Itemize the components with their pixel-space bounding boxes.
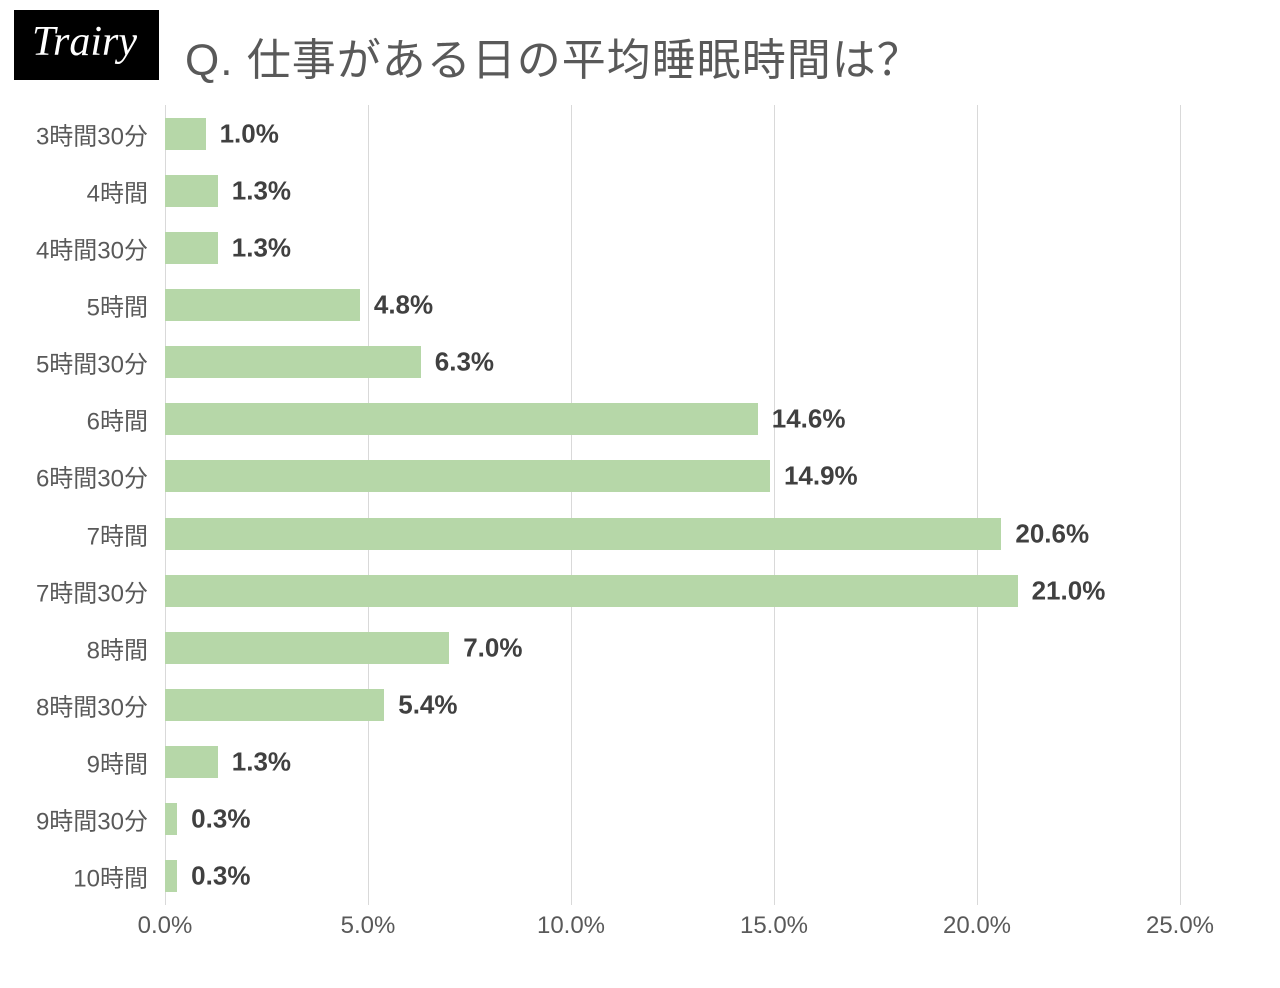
sleep-hours-bar-chart: 0.0% 5.0% 10.0% 15.0% 20.0% 25.0% 3時間30分 1.0% 4時… (20, 105, 1250, 960)
y-axis-label: 8時間 (20, 630, 160, 665)
bar (165, 860, 177, 892)
x-tick-label: 25.0% (1146, 912, 1214, 940)
bar-value-label: 6.3% (435, 347, 494, 378)
bar (165, 118, 206, 150)
y-axis-label: 4時間 (20, 173, 160, 208)
gridline (774, 105, 775, 905)
y-axis-label: 4時間30分 (20, 230, 160, 265)
gridline (1180, 105, 1181, 905)
bar (165, 346, 421, 378)
x-tick-label: 15.0% (740, 912, 808, 940)
bar (165, 632, 449, 664)
gridline (165, 105, 166, 905)
x-tick-label: 10.0% (537, 912, 605, 940)
y-axis-label: 5時間 (20, 288, 160, 323)
y-axis-label: 5時間30分 (20, 345, 160, 380)
bar (165, 575, 1018, 607)
bar (165, 232, 218, 264)
gridline (368, 105, 369, 905)
bar (165, 518, 1001, 550)
bar-value-label: 20.6% (1015, 518, 1089, 549)
bar-value-label: 1.3% (232, 232, 291, 263)
y-axis-label: 6時間 (20, 402, 160, 437)
y-axis-label: 9時間30分 (20, 802, 160, 837)
bar (165, 289, 360, 321)
bar-value-label: 14.9% (784, 461, 858, 492)
bar (165, 746, 218, 778)
bar (165, 689, 384, 721)
y-axis-label: 6時間30分 (20, 459, 160, 494)
bar-value-label: 21.0% (1032, 575, 1106, 606)
x-tick-label: 5.0% (341, 912, 396, 940)
chart-title: Q. 仕事がある日の平均睡眠時間は？ (185, 24, 922, 88)
bar-value-label: 0.3% (191, 804, 250, 835)
y-axis-label: 7時間30分 (20, 573, 160, 608)
x-tick-label: 0.0% (138, 912, 193, 940)
bar (165, 175, 218, 207)
bar-value-label: 7.0% (463, 632, 522, 663)
gridline (571, 105, 572, 905)
bar-value-label: 1.3% (232, 747, 291, 778)
bar-value-label: 5.4% (398, 690, 457, 721)
y-axis-label: 9時間 (20, 745, 160, 780)
bar-value-label: 4.8% (374, 290, 433, 321)
bar-value-label: 1.0% (220, 118, 279, 149)
y-axis-label: 7時間 (20, 516, 160, 551)
bar (165, 803, 177, 835)
bar (165, 403, 758, 435)
bar (165, 460, 770, 492)
bar-value-label: 14.6% (772, 404, 846, 435)
plot-area (165, 105, 1180, 905)
y-axis-label: 8時間30分 (20, 688, 160, 723)
logo: Trairy (14, 10, 159, 80)
x-tick-label: 20.0% (943, 912, 1011, 940)
gridline (977, 105, 978, 905)
header: Trairy Q. 仕事がある日の平均睡眠時間は？ (0, 0, 1280, 88)
y-axis-label: 3時間30分 (20, 116, 160, 151)
bar-value-label: 0.3% (191, 861, 250, 892)
y-axis-label: 10時間 (20, 859, 160, 894)
bar-value-label: 1.3% (232, 175, 291, 206)
